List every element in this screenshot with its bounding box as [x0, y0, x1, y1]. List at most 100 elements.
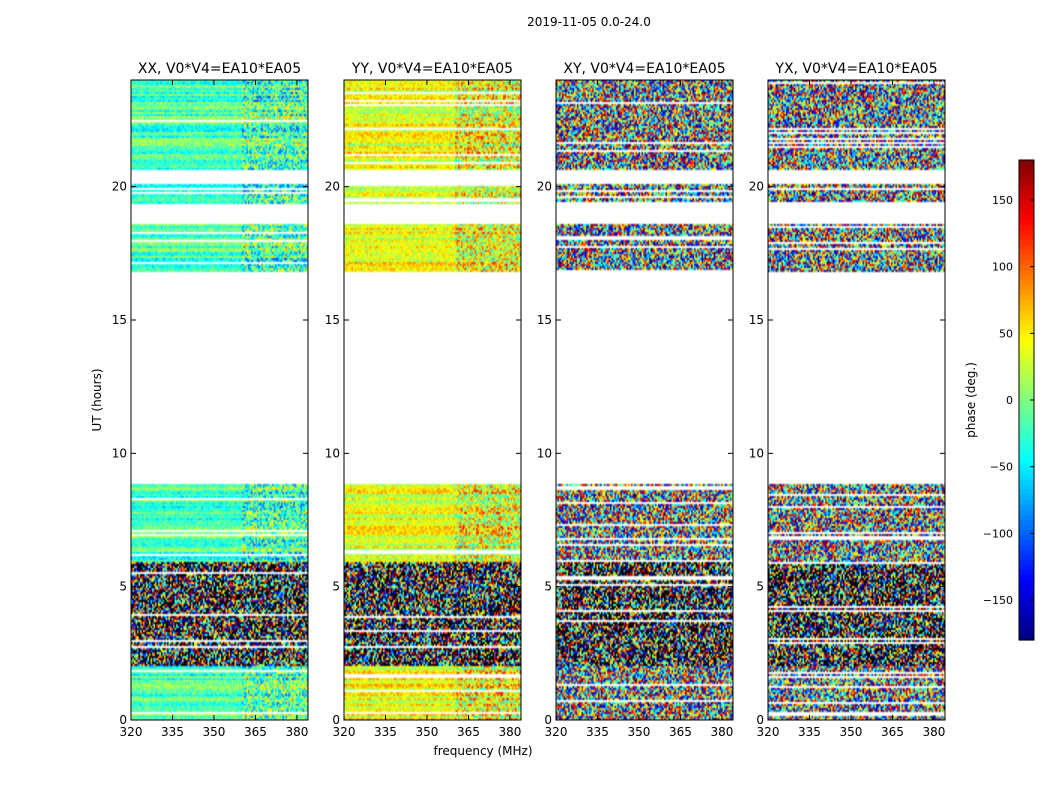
colorbar-segment — [1019, 480, 1034, 486]
colorbar-segment — [1019, 245, 1034, 251]
colorbar-segment — [1019, 580, 1034, 586]
y-tick-label: 5 — [119, 580, 127, 594]
colorbar-segment — [1019, 550, 1034, 556]
colorbar-segment — [1019, 410, 1034, 416]
x-tick-label: 365 — [457, 725, 480, 739]
colorbar-segment — [1019, 255, 1034, 261]
panel-frame — [343, 79, 522, 721]
colorbar-segment — [1019, 270, 1034, 276]
y-tick-label: 5 — [332, 580, 340, 594]
colorbar-segment — [1019, 590, 1034, 596]
colorbar-segment — [1019, 280, 1034, 286]
x-tick-label: 380 — [922, 725, 945, 739]
colorbar-segment — [1019, 300, 1034, 306]
y-tick-label: 20 — [537, 180, 552, 194]
colorbar-segment — [1019, 160, 1034, 166]
colorbar-segment — [1019, 600, 1034, 606]
y-tick-label: 5 — [544, 580, 552, 594]
panel-frame — [555, 79, 734, 721]
colorbar-segment — [1019, 610, 1034, 616]
y-tick-label: 10 — [112, 446, 127, 460]
colorbar-segment — [1019, 415, 1034, 421]
colorbar-segment — [1019, 615, 1034, 621]
colorbar-segment — [1019, 355, 1034, 361]
x-tick-label: 350 — [628, 725, 651, 739]
colorbar-segment — [1019, 185, 1034, 191]
colorbar-segment — [1019, 505, 1034, 511]
colorbar-segment — [1019, 510, 1034, 516]
y-tick-label: 15 — [537, 313, 552, 327]
y-tick-label: 15 — [749, 313, 764, 327]
colorbar-tick-label: 50 — [999, 327, 1013, 340]
colorbar-segment — [1019, 500, 1034, 506]
colorbar-segment — [1019, 310, 1034, 316]
panel-title: YY, V0*V4=EA10*EA05 — [351, 61, 513, 77]
colorbar: −150 −100 −50 0 50 100 150 — [983, 159, 1035, 641]
y-tick-label: 10 — [325, 446, 340, 460]
x-tick-label: 365 — [669, 725, 692, 739]
x-tick-label: 380 — [710, 725, 733, 739]
x-tick-label: 350 — [840, 725, 863, 739]
colorbar-segment — [1019, 530, 1034, 536]
colorbar-segment — [1019, 575, 1034, 581]
y-tick-label: 15 — [112, 313, 127, 327]
colorbar-segment — [1019, 420, 1034, 426]
colorbar-segment — [1019, 350, 1034, 356]
colorbar-segment — [1019, 455, 1034, 461]
colorbar-segment — [1019, 175, 1034, 181]
colorbar-segment — [1019, 545, 1034, 551]
colorbar-segment — [1019, 220, 1034, 226]
colorbar-segment — [1019, 620, 1034, 626]
y-tick-label: 5 — [756, 580, 764, 594]
y-tick-label: 0 — [119, 713, 127, 727]
panel-xy: XY, V0*V4=EA10*EA05 320 335 350 365 380 0 5 10 15… — [537, 61, 734, 739]
colorbar-segment — [1019, 215, 1034, 221]
colorbar-segment — [1019, 570, 1034, 576]
colorbar-segment — [1019, 440, 1034, 446]
x-tick-label: 350 — [416, 725, 439, 739]
y-tick-label: 20 — [325, 180, 340, 194]
colorbar-segment — [1019, 275, 1034, 281]
colorbar-segment — [1019, 365, 1034, 371]
colorbar-segment — [1019, 380, 1034, 386]
colorbar-segment — [1019, 320, 1034, 326]
x-tick-label: 350 — [203, 725, 226, 739]
colorbar-segment — [1019, 190, 1034, 196]
y-tick-label: 10 — [749, 446, 764, 460]
colorbar-segment — [1019, 520, 1034, 526]
colorbar-segment — [1019, 460, 1034, 466]
panel-title: XY, V0*V4=EA10*EA05 — [563, 61, 725, 77]
colorbar-segment — [1019, 555, 1034, 561]
colorbar-segment — [1019, 235, 1034, 241]
heatmap-image — [131, 80, 308, 720]
y-axis-label: UT (hours) — [90, 368, 104, 431]
x-tick-label: 365 — [244, 725, 267, 739]
colorbar-segment — [1019, 430, 1034, 436]
colorbar-tick-label: −50 — [990, 461, 1013, 474]
colorbar-segment — [1019, 635, 1034, 641]
colorbar-tick-label: 100 — [992, 261, 1013, 274]
colorbar-segment — [1019, 265, 1034, 271]
colorbar-segment — [1019, 295, 1034, 301]
x-tick-label: 335 — [586, 725, 609, 739]
colorbar-segment — [1019, 240, 1034, 246]
colorbar-segment — [1019, 315, 1034, 321]
panel-title: YX, V0*V4=EA10*EA05 — [774, 61, 937, 77]
heatmap-image — [556, 80, 733, 720]
panel-yx: YX, V0*V4=EA10*EA05 320 335 350 365 380 0 5 10 15… — [749, 61, 946, 739]
colorbar-tick-label: −150 — [983, 594, 1013, 607]
colorbar-segment — [1019, 470, 1034, 476]
colorbar-segment — [1019, 230, 1034, 236]
y-tick-label: 15 — [325, 313, 340, 327]
colorbar-segment — [1019, 425, 1034, 431]
x-axis-label: frequency (MHz) — [433, 744, 532, 758]
x-tick-label: 320 — [757, 725, 780, 739]
colorbar-tick-label: 150 — [992, 194, 1013, 207]
colorbar-segment — [1019, 260, 1034, 266]
heatmap-image — [344, 80, 521, 720]
x-tick-label: 320 — [120, 725, 143, 739]
colorbar-segment — [1019, 285, 1034, 291]
colorbar-segment — [1019, 540, 1034, 546]
x-tick-label: 365 — [881, 725, 904, 739]
